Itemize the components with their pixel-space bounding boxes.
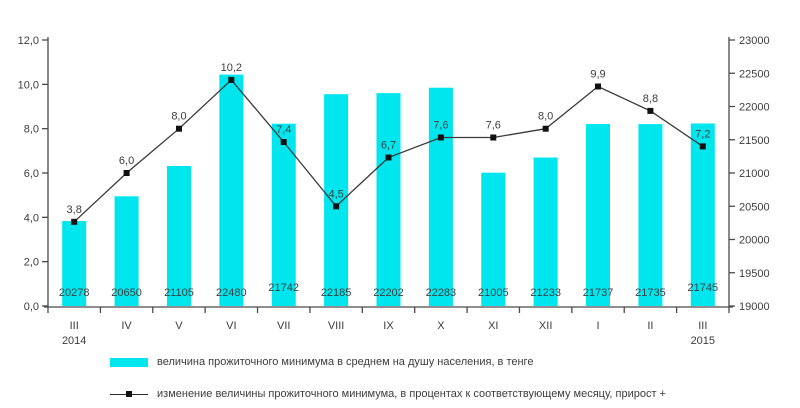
line-marker [699,143,706,150]
bar [376,93,401,306]
y-axis-right-tick-label: 21500 [739,135,770,147]
point-label: 8,0 [171,111,186,123]
y-axis-right-tick-label: 21000 [739,168,770,180]
line-marker [385,154,392,161]
legend-item-bar-series: величина прожиточного минимума в среднем… [110,356,666,368]
y-axis-left-tick-label: 12,0 [18,35,39,47]
x-tick-label: IV [121,320,132,332]
x-tick-label: V [175,320,183,332]
y-axis-right-tick-label: 23000 [739,35,770,47]
x-tick-label: IX [383,320,394,332]
bar [324,94,349,306]
legend-line-label: изменение величины прожиточного минимума… [157,388,666,400]
line-marker [228,76,235,83]
point-label: 6,0 [119,155,134,167]
y-axis-left-tick-label: 0,0 [24,301,39,313]
bar [114,196,139,306]
y-axis-right-tick-label: 22000 [739,102,770,114]
bar [428,87,453,306]
y-axis-left-tick-label: 8,0 [24,124,39,136]
point-label: 9,9 [590,69,605,81]
bar-value-label: 21105 [164,287,194,299]
bar-series-swatch [110,357,148,367]
point-label: 7,6 [433,120,448,132]
line-marker [437,134,444,141]
y-axis-right-tick-label: 22500 [739,68,770,80]
bar [533,157,558,306]
bar-value-label: 21742 [268,282,299,294]
line-marker [595,83,601,90]
x-tick-label: II [647,320,653,332]
line-marker [280,139,287,145]
bar-value-label: 20650 [111,287,142,299]
x-tick-label: VI [226,320,236,332]
line-series-swatch [110,390,148,399]
bar [481,172,506,306]
year-label-start: 2014 [62,335,86,347]
bar-value-label: 20278 [59,287,90,299]
line-marker [647,107,654,114]
y-axis-left-tick-label: 4,0 [24,212,39,224]
line-marker [71,218,78,225]
point-label: 4,5 [328,188,343,200]
line-marker [176,125,182,132]
bar [638,124,663,306]
y-axis-right-tick-label: 19500 [739,268,770,280]
point-label: 7,6 [486,120,501,132]
y-axis-right-tick-label: 20000 [739,235,770,247]
bar-value-label: 22283 [426,287,457,299]
point-label: 10,2 [221,62,242,74]
bar-value-label: 22185 [321,287,352,299]
line-marker [542,125,549,132]
x-tick-label: III [698,320,707,332]
year-label-end: 2015 [691,335,715,347]
y-axis-left-tick-label: 6,0 [24,168,39,180]
line-marker [333,203,340,210]
bar [271,123,296,306]
bar [62,221,87,306]
bar-value-label: 22480 [216,287,247,299]
point-label: 8,8 [643,93,658,105]
line-marker [123,170,130,176]
y-axis-right-tick-label: 19000 [739,301,770,313]
point-label: 6,7 [381,140,396,152]
bar-value-label: 22202 [373,287,404,299]
x-tick-label: VII [277,320,290,332]
point-label: 7,4 [276,124,291,136]
legend-bar-label: величина прожиточного минимума в среднем… [157,356,534,368]
x-tick-label: III [70,320,79,332]
point-label: 3,8 [67,204,82,216]
x-tick-label: X [437,320,445,332]
bar-value-label: 21737 [583,287,614,299]
bar-value-label: 21233 [530,287,561,299]
y-axis-right-tick-label: 20500 [739,201,770,213]
legend-item-line-series: изменение величины прожиточного минимума… [110,388,666,400]
bar-value-label: 21005 [478,287,509,299]
y-axis-left-tick-label: 2,0 [24,257,39,269]
y-axis-left-tick-label: 10,0 [18,79,39,91]
bar [586,124,611,306]
bar-value-label: 21735 [635,287,666,299]
x-tick-label: XI [488,320,498,332]
bar [166,166,191,306]
chart-legend: величина прожиточного минимума в среднем… [110,356,666,400]
bar [219,74,244,306]
point-label: 8,0 [538,111,553,123]
combo-chart-canvas: 0,0 2,0 4,0 6,0 8,0 10,0 12,0 19000 19500 20000 20… [18,35,770,347]
line-marker [490,134,497,141]
bar-value-label: 21745 [688,282,719,294]
x-tick-label: I [597,320,600,332]
x-tick-label: XII [539,320,552,332]
x-tick-label: VIII [328,320,345,332]
point-label: 7,2 [695,128,710,140]
bar [690,123,715,306]
